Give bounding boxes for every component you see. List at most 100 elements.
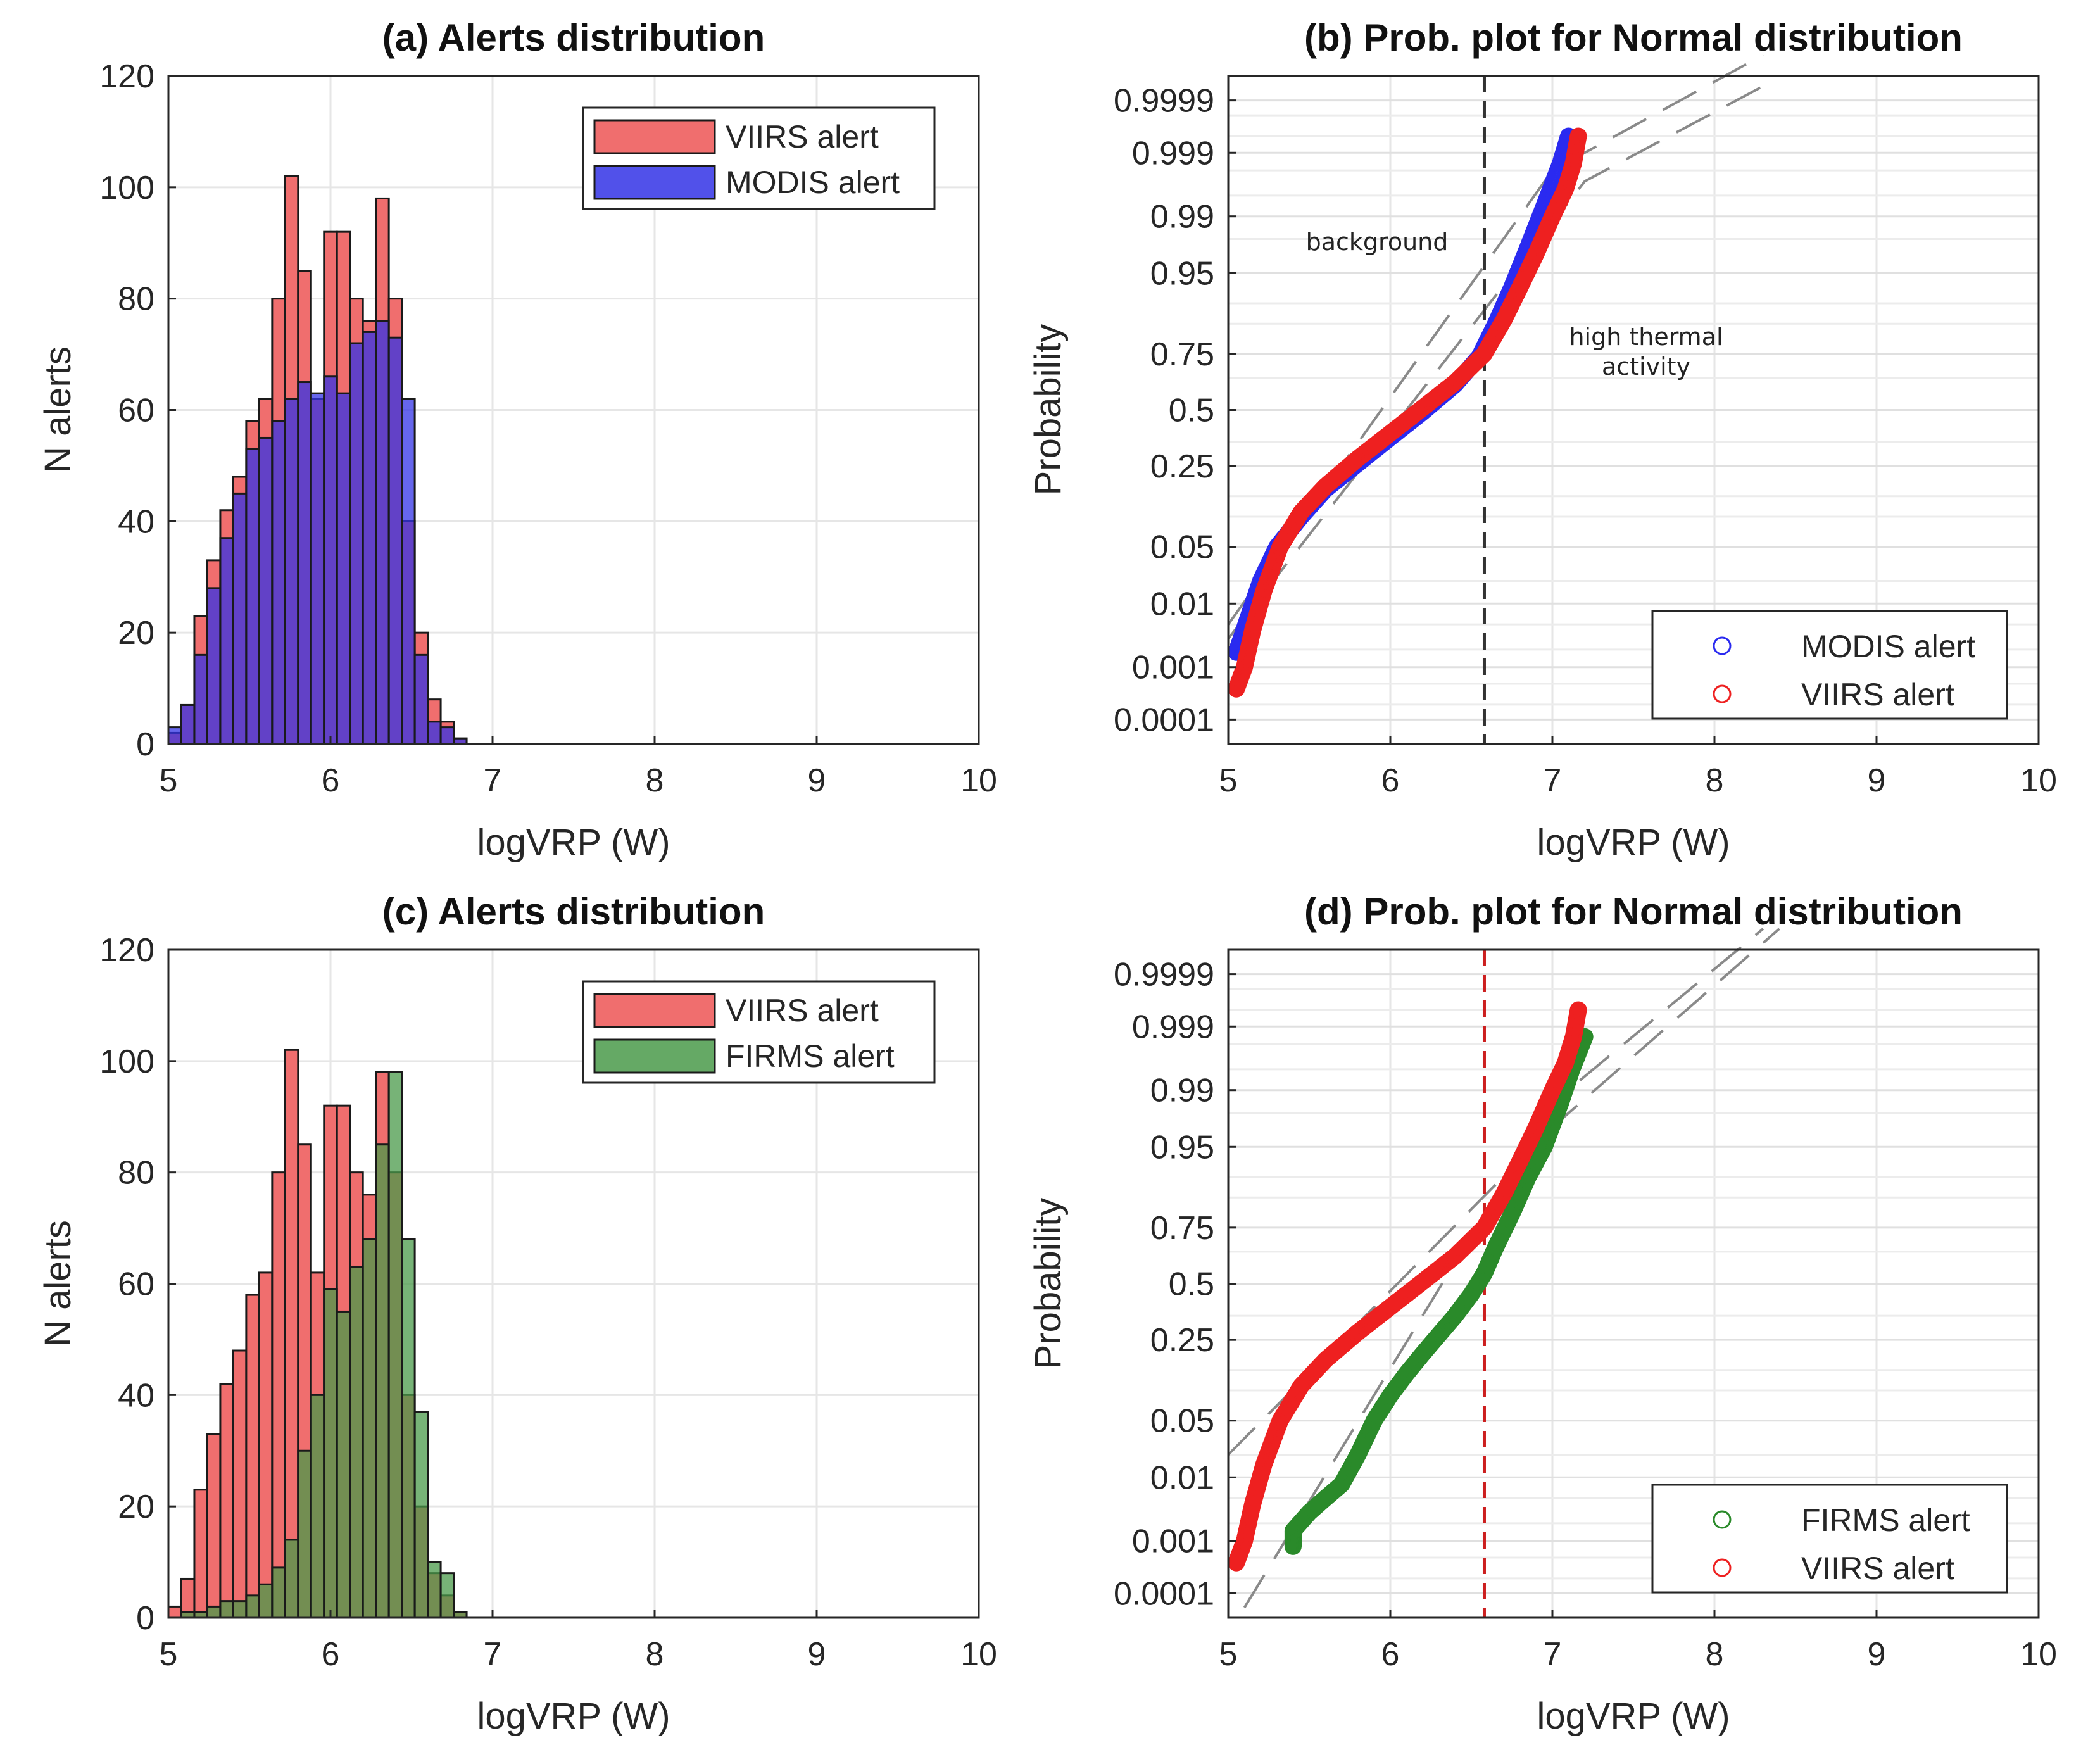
panel-a-ytick-label-4: 80 bbox=[118, 281, 154, 318]
panel-d-ytick-label-7: 0.95 bbox=[1150, 1129, 1214, 1166]
panel-c-bar-s2-18 bbox=[401, 1238, 416, 1619]
panel-a-ytick-label-5: 100 bbox=[99, 170, 154, 206]
panel-b-xtick-label-3: 8 bbox=[1706, 762, 1724, 799]
panel-c-bar-s2-9 bbox=[284, 1539, 299, 1619]
panel-a-xtick-label-1: 6 bbox=[322, 762, 340, 799]
panel-c-bar-s1-0 bbox=[167, 1605, 182, 1619]
panel-c-xtick-label-4: 9 bbox=[808, 1636, 826, 1673]
panel-a-bar-s2-2 bbox=[193, 653, 208, 745]
panel-c-ytick-label-4: 80 bbox=[118, 1155, 154, 1192]
panel-a-bar-s2-11 bbox=[310, 392, 325, 745]
panel-b-legend-label-1: VIIRS alert bbox=[1801, 677, 1954, 712]
panel-a-ytick-label-2: 40 bbox=[118, 503, 154, 540]
panel-c-bar-s2-16 bbox=[375, 1143, 390, 1619]
panel-d-xtick-label-4: 9 bbox=[1868, 1636, 1886, 1673]
panel-c-xtick-label-2: 7 bbox=[484, 1636, 502, 1673]
panel-c-title: (c) Alerts distribution bbox=[382, 890, 765, 933]
panel-a-ylabel: N alerts bbox=[37, 346, 79, 473]
panel-b-points bbox=[1228, 127, 1587, 698]
panel-b-annotation-background: background bbox=[1306, 228, 1449, 256]
panel-b-xtick-label-2: 7 bbox=[1544, 762, 1562, 799]
panel-a-bar-s2-4 bbox=[219, 537, 234, 745]
panel-c-bar-s2-4 bbox=[219, 1600, 234, 1619]
panel-a-bar-s2-21 bbox=[439, 726, 455, 745]
panel-c-bar-s2-3 bbox=[206, 1605, 222, 1619]
panel-d-ticks: 5 6 7 8 9 10 0.0001 0.001 0.01 0.05 0.25 0.5 0.75 0.9… bbox=[1114, 957, 2057, 1673]
panel-a-bar-s2-14 bbox=[349, 342, 364, 745]
panel-d-xtick-label-5: 10 bbox=[2020, 1636, 2057, 1673]
panel-d-point-s2-432 bbox=[1569, 1001, 1587, 1019]
panel-b-ytick-label-6: 0.75 bbox=[1150, 336, 1214, 373]
panel-a-legend-swatch-0 bbox=[593, 119, 716, 154]
panel-b-ytick-label-5: 0.5 bbox=[1169, 393, 1214, 429]
panel-a-bar-s2-10 bbox=[297, 381, 312, 745]
panel-c-bar-s1-2 bbox=[193, 1489, 208, 1619]
panel-d-xlabel: logVRP (W) bbox=[1537, 1696, 1730, 1737]
panel-d-ytick-label-10: 0.9999 bbox=[1114, 957, 1214, 993]
panel-b-ytick-label-4: 0.25 bbox=[1150, 448, 1214, 485]
panel-d-ytick-label-2: 0.01 bbox=[1150, 1459, 1214, 1496]
panel-d-ytick-label-6: 0.75 bbox=[1150, 1210, 1214, 1247]
panel-c-bar-s2-14 bbox=[349, 1266, 364, 1619]
panel-b-xlabel: logVRP (W) bbox=[1537, 822, 1730, 863]
panel-c-bar-s2-13 bbox=[336, 1310, 351, 1619]
panel-d-probplot: (d) Prob. plot for Normal distribution 5… bbox=[1028, 890, 2057, 1737]
panel-a-bar-s2-19 bbox=[413, 653, 429, 745]
panel-d-ytick-label-8: 0.99 bbox=[1150, 1073, 1214, 1109]
panel-b-ylabel: Probability bbox=[1028, 324, 1069, 496]
panel-c-ylabel: N alerts bbox=[37, 1220, 79, 1347]
panel-a-ytick-label-6: 120 bbox=[99, 58, 154, 95]
panel-b-title: (b) Prob. plot for Normal distribution bbox=[1304, 16, 1963, 59]
panel-c-xtick-label-3: 8 bbox=[646, 1636, 664, 1673]
panel-c-ytick-label-2: 40 bbox=[118, 1377, 154, 1414]
panel-a-xtick-label-5: 10 bbox=[960, 762, 997, 799]
panel-a-bar-s2-13 bbox=[336, 392, 351, 745]
panel-a-bar-s2-1 bbox=[180, 703, 196, 745]
panel-d-title: (d) Prob. plot for Normal distribution bbox=[1304, 890, 1963, 933]
panel-d-points bbox=[1228, 1001, 1594, 1572]
panel-c-bar-s2-12 bbox=[323, 1288, 338, 1619]
panel-b-legend-marker-0 bbox=[1713, 636, 1732, 655]
panel-c-ytick-label-5: 100 bbox=[99, 1043, 154, 1080]
panel-b-ytick-label-9: 0.999 bbox=[1132, 135, 1214, 172]
panel-c-xtick-label-5: 10 bbox=[960, 1636, 997, 1673]
panel-d-legend-label-1: VIIRS alert bbox=[1801, 1551, 1954, 1586]
panel-d-xtick-label-0: 5 bbox=[1219, 1636, 1238, 1673]
panel-b-xtick-label-0: 5 bbox=[1219, 762, 1238, 799]
panel-b-xtick-label-5: 10 bbox=[2020, 762, 2057, 799]
panel-a-ytick-label-1: 20 bbox=[118, 615, 154, 652]
panel-b-probplot: (b) Prob. plot for Normal distribution 5… bbox=[1028, 16, 2057, 863]
panel-c-bar-s2-11 bbox=[310, 1394, 325, 1619]
panel-d-ytick-label-9: 0.999 bbox=[1132, 1009, 1214, 1045]
panel-b-annotation-activity: activity bbox=[1602, 353, 1690, 381]
panel-d-xtick-label-2: 7 bbox=[1544, 1636, 1562, 1673]
panel-d-ytick-label-1: 0.001 bbox=[1132, 1523, 1214, 1560]
panel-d-legend-marker-1 bbox=[1713, 1558, 1732, 1577]
panel-c-bar-s2-6 bbox=[245, 1594, 260, 1619]
panel-b-point-s2-432 bbox=[1569, 127, 1587, 145]
panel-b-annotation-high-thermal: high thermal bbox=[1569, 323, 1723, 351]
panel-c-bar-s2-7 bbox=[258, 1583, 274, 1619]
panel-b-ytick-label-0: 0.0001 bbox=[1114, 702, 1214, 738]
panel-a-xtick-label-0: 5 bbox=[160, 762, 178, 799]
panel-b-legend-label-0: MODIS alert bbox=[1801, 629, 1975, 664]
panel-c-bars bbox=[167, 1049, 468, 1619]
panel-a-bar-s2-5 bbox=[232, 492, 248, 745]
panel-c-bar-s2-8 bbox=[271, 1566, 286, 1619]
panel-c-bar-s1-7 bbox=[258, 1271, 274, 1619]
panel-b-ticks: 5 6 7 8 9 10 0.0001 0.001 0.01 0.05 0.25 0.5 0.75 0.9… bbox=[1114, 83, 2057, 799]
panel-a-title: (a) Alerts distribution bbox=[382, 16, 765, 59]
panel-b-ytick-label-8: 0.99 bbox=[1150, 199, 1214, 236]
panel-c-bar-s2-21 bbox=[439, 1572, 455, 1619]
panel-c-bar-s2-17 bbox=[387, 1071, 403, 1619]
panel-c-ytick-label-3: 60 bbox=[118, 1266, 154, 1303]
panel-a-bar-s2-6 bbox=[245, 448, 260, 745]
panel-a-bar-s2-3 bbox=[206, 587, 222, 745]
panel-a-bar-s2-17 bbox=[387, 336, 403, 745]
panel-c-bar-s1-9 bbox=[284, 1049, 299, 1619]
panel-d-legend-box bbox=[1651, 1484, 2008, 1594]
panel-c-xlabel: logVRP (W) bbox=[477, 1696, 670, 1737]
panel-a-xtick-label-4: 9 bbox=[808, 762, 826, 799]
